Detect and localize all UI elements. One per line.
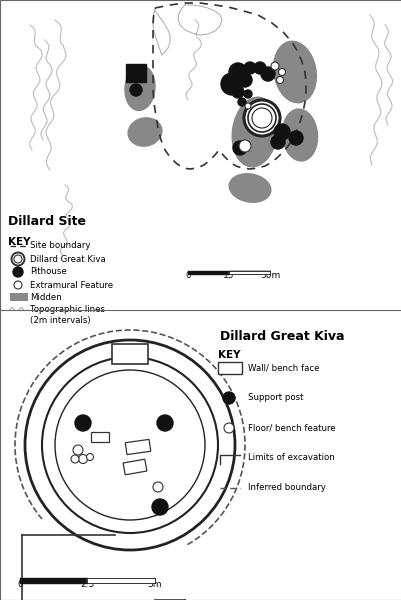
Text: Limits of excavation: Limits of excavation (247, 454, 334, 463)
Ellipse shape (282, 109, 317, 161)
Text: Floor/ bench feature: Floor/ bench feature (247, 424, 335, 433)
Bar (217, 362, 241, 374)
Circle shape (237, 98, 245, 106)
Circle shape (157, 415, 172, 431)
Circle shape (12, 253, 24, 265)
Ellipse shape (229, 174, 270, 202)
Bar (123, 459, 146, 475)
Circle shape (243, 62, 255, 74)
Ellipse shape (128, 118, 162, 146)
Circle shape (71, 455, 79, 463)
Circle shape (288, 131, 302, 145)
Circle shape (223, 423, 233, 433)
Bar (10, 293, 28, 301)
Circle shape (78, 455, 87, 463)
Text: Pithouse: Pithouse (30, 268, 67, 277)
Circle shape (233, 141, 246, 155)
Text: KEY: KEY (8, 237, 30, 247)
Text: Dillard Great Kiva: Dillard Great Kiva (30, 254, 105, 263)
Text: Dillard Site: Dillard Site (8, 215, 86, 228)
Circle shape (14, 255, 22, 263)
Circle shape (270, 135, 284, 149)
Text: Inferred boundary: Inferred boundary (247, 484, 325, 493)
Circle shape (223, 392, 235, 404)
Circle shape (153, 482, 162, 492)
Text: 2.5: 2.5 (80, 580, 94, 589)
Text: 0: 0 (185, 271, 190, 280)
Text: Extramural Feature: Extramural Feature (30, 280, 113, 289)
Circle shape (260, 67, 274, 81)
Circle shape (130, 84, 142, 96)
Text: 30m: 30m (259, 271, 279, 280)
Bar (126, 64, 146, 82)
Circle shape (86, 454, 93, 461)
Circle shape (243, 100, 279, 136)
Circle shape (247, 104, 275, 132)
Circle shape (253, 62, 265, 74)
Ellipse shape (125, 65, 155, 110)
Circle shape (14, 281, 22, 289)
Circle shape (73, 445, 83, 455)
Circle shape (55, 370, 205, 520)
Text: Site boundary: Site boundary (30, 241, 90, 251)
Circle shape (243, 90, 251, 98)
Bar (91, 432, 109, 442)
Text: Wall/ bench face: Wall/ bench face (247, 364, 319, 373)
Circle shape (239, 140, 250, 152)
Circle shape (276, 76, 283, 83)
Circle shape (231, 86, 243, 98)
Circle shape (251, 108, 271, 128)
Circle shape (237, 73, 251, 87)
Text: 5m: 5m (148, 580, 162, 589)
Text: Dillard Great Kiva: Dillard Great Kiva (219, 330, 344, 343)
Ellipse shape (232, 97, 277, 167)
Text: 0: 0 (17, 580, 23, 589)
Text: Support post: Support post (247, 394, 303, 403)
Circle shape (270, 62, 278, 70)
Circle shape (229, 63, 246, 81)
Text: 15: 15 (223, 271, 234, 280)
Circle shape (13, 267, 23, 277)
Circle shape (273, 124, 289, 140)
Circle shape (244, 103, 250, 109)
Circle shape (75, 415, 91, 431)
Circle shape (42, 357, 217, 533)
Text: Midden: Midden (30, 292, 62, 301)
Text: (2m intervals): (2m intervals) (30, 317, 90, 325)
Text: Topographic lines: Topographic lines (30, 305, 105, 314)
Ellipse shape (273, 41, 316, 103)
Circle shape (152, 499, 168, 515)
Circle shape (278, 68, 285, 76)
Bar (125, 439, 150, 455)
Circle shape (25, 340, 235, 550)
Circle shape (221, 73, 242, 95)
Text: KEY: KEY (217, 350, 240, 360)
Bar (112, 344, 148, 364)
